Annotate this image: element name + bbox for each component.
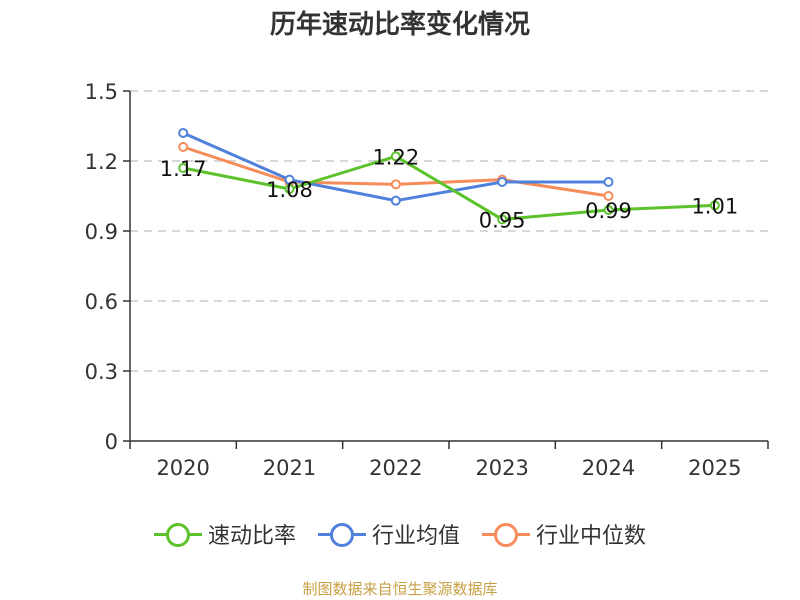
y-tick-label-5: 1.5 bbox=[85, 80, 118, 104]
series-0-point-2021[interactable] bbox=[284, 184, 295, 194]
legend-swatch-quick-ratio bbox=[153, 522, 202, 547]
series-1-point-2023[interactable] bbox=[497, 177, 508, 187]
legend-item-quick-ratio[interactable]: 速动比率 bbox=[153, 518, 296, 550]
legend-swatch-industry-median bbox=[482, 522, 530, 547]
series-1-point-2021[interactable] bbox=[284, 174, 295, 185]
source-note: 制图数据来自恒生聚源数据库 bbox=[302, 580, 498, 598]
x-tick-label-2022: 2022 bbox=[369, 456, 422, 480]
data-label-2020: 1.17 bbox=[160, 157, 207, 181]
data-label-2024: 0.99 bbox=[585, 199, 632, 223]
x-tick-label-2024: 2024 bbox=[582, 456, 635, 480]
y-tick-label-4: 1.2 bbox=[85, 150, 118, 174]
x-tick-label-2023: 2023 bbox=[475, 456, 528, 480]
series-0-point-2020[interactable] bbox=[178, 163, 189, 173]
series-0-point-2023[interactable] bbox=[497, 214, 508, 225]
y-tick-label-2: 0.6 bbox=[85, 290, 118, 314]
legend-label-quick-ratio: 速动比率 bbox=[207, 524, 296, 549]
x-tick-label-2021: 2021 bbox=[263, 456, 316, 480]
data-label-2023: 0.95 bbox=[479, 208, 526, 232]
series-0-point-2025[interactable] bbox=[709, 200, 720, 211]
x-tick-label-2020: 2020 bbox=[156, 456, 209, 480]
legend-swatch-industry-mean bbox=[317, 522, 366, 547]
series-2-point-2024[interactable] bbox=[603, 191, 614, 201]
data-label-2022: 1.22 bbox=[372, 145, 419, 169]
legend: 速动比率 行业均值 行业中位数 bbox=[0, 518, 800, 550]
series-2-point-2020[interactable] bbox=[178, 142, 189, 152]
series-0-point-2024[interactable] bbox=[603, 205, 614, 215]
legend-label-industry-mean: 行业均值 bbox=[371, 524, 460, 549]
series-2-point-2022[interactable] bbox=[390, 179, 401, 190]
legend-item-industry-mean[interactable]: 行业均值 bbox=[317, 518, 460, 550]
x-tick-label-2025: 2025 bbox=[688, 456, 741, 480]
y-tick-label-3: 0.9 bbox=[85, 220, 118, 244]
legend-label-industry-median: 行业中位数 bbox=[536, 524, 647, 549]
chart-title: 历年速动比率变化情况 bbox=[269, 10, 530, 40]
y-tick-label-0: 0 bbox=[105, 430, 118, 454]
data-label-2025: 1.01 bbox=[691, 194, 738, 218]
series-1-point-2024[interactable] bbox=[603, 177, 614, 187]
series-line-0 bbox=[182, 154, 715, 221]
series-0-point-2022[interactable] bbox=[390, 151, 401, 162]
series-1-point-2020[interactable] bbox=[178, 128, 189, 138]
series-1-point-2022[interactable] bbox=[390, 195, 401, 206]
y-tick-label-1: 0.3 bbox=[85, 360, 118, 384]
data-label-2021: 1.08 bbox=[266, 178, 313, 202]
legend-item-industry-median[interactable]: 行业中位数 bbox=[482, 518, 646, 550]
